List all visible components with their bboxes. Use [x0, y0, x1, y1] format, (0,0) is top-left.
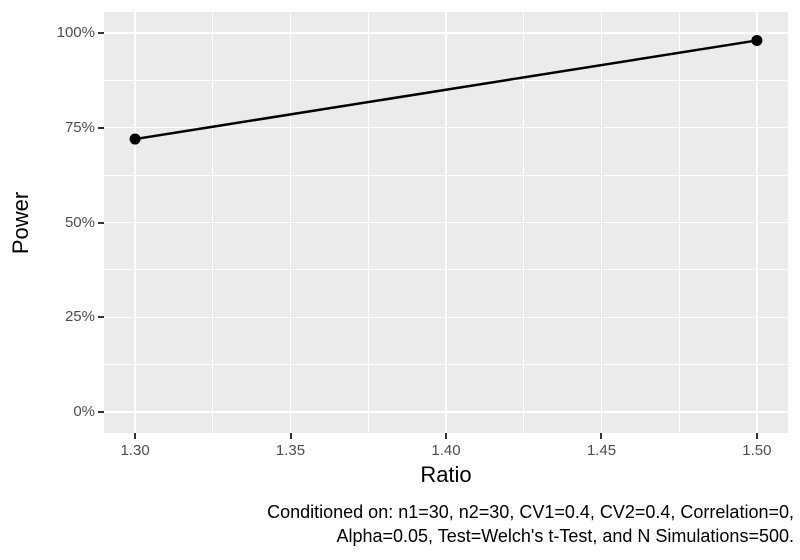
x-axis-tick — [289, 433, 292, 439]
y-axis-tick — [98, 316, 104, 319]
x-axis-tick — [134, 433, 137, 439]
y-tick-label: 100% — [56, 23, 95, 41]
y-tick-label: 25% — [64, 308, 95, 326]
y-axis-tick — [98, 411, 104, 414]
caption-line-2: Alpha=0.05, Test=Welch's t-Test, and N S… — [336, 526, 794, 546]
x-tick-label: 1.35 — [275, 442, 306, 459]
chart-caption: Conditioned on: n1=30, n2=30, CV1=0.4, C… — [267, 500, 794, 548]
data-point — [751, 34, 763, 46]
data-series-svg — [129, 34, 763, 145]
x-axis-title: Ratio — [420, 462, 472, 487]
y-axis-tick — [98, 221, 104, 224]
x-tick-label: 1.45 — [586, 442, 617, 459]
y-tick-label: 50% — [64, 213, 95, 231]
x-axis-tick — [445, 433, 447, 439]
x-axis-tick — [755, 433, 758, 439]
gridline-major-horizontal — [104, 126, 788, 129]
y-axis-tick — [98, 31, 104, 34]
data-point — [129, 133, 141, 145]
x-tick-label: 1.40 — [431, 442, 461, 459]
gridline-major-horizontal — [104, 411, 788, 413]
y-axis-tick — [98, 126, 104, 129]
x-axis-tick — [600, 433, 603, 439]
gridline-major-horizontal — [104, 316, 788, 319]
y-tick-label: 75% — [64, 118, 95, 136]
series-line — [134, 39, 758, 141]
gridline-major-horizontal — [104, 221, 788, 224]
caption-line-1: Conditioned on: n1=30, n2=30, CV1=0.4, C… — [267, 502, 794, 522]
x-tick-label: 1.30 — [120, 442, 150, 459]
plot-panel — [104, 12, 788, 433]
x-tick-label: 1.50 — [742, 442, 772, 459]
gridline-major-horizontal — [104, 32, 788, 34]
y-tick-label: 0% — [73, 403, 95, 421]
